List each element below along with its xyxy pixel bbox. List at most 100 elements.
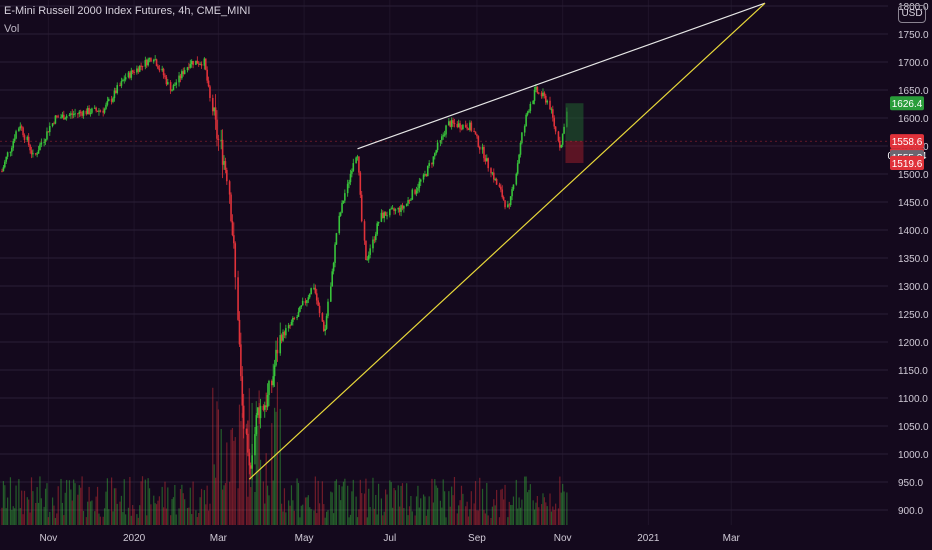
volume-bar [306,497,308,525]
candle-body [330,286,332,302]
candle-body [408,200,411,202]
candle-body [15,131,17,139]
volume-bar [442,479,444,525]
volume-bar [40,498,42,525]
volume-bar [435,485,437,525]
volume-bar [533,509,536,525]
volume-bar [324,517,326,525]
candle-body [93,107,96,109]
candle-body [172,85,175,91]
candle-body [82,110,85,116]
candle-body [550,109,553,111]
candle-body [466,127,468,129]
time-tick-label: 2020 [123,533,146,544]
candle-body [477,136,480,147]
volume-bar [22,514,24,525]
volume-bar [71,500,73,525]
candle-body [98,110,100,112]
volume-bar [365,478,367,525]
candle-body [426,165,429,177]
volume-bar [373,508,375,525]
volume-bar [546,506,548,525]
candle-body [102,110,104,113]
volume-bar [85,517,87,525]
volume-bar [120,495,123,525]
candle-body [322,321,325,332]
candle-body [211,97,214,112]
currency-button[interactable]: USD [898,5,926,23]
candle-body [504,200,506,208]
candle-body [140,65,142,67]
candle-body [147,59,149,66]
price-axis[interactable]: 1800.01750.01700.01650.01600.01550.01500… [898,2,929,517]
price-tick-label: 900.0 [898,506,923,517]
time-axis[interactable]: Nov 2020 Mar May Jul Sep Nov 2021 Mar [39,533,740,544]
volume-bar [436,487,439,525]
volume-bar [29,512,31,525]
volume-bar [469,509,471,525]
volume-bar [453,476,456,525]
volume-bar [223,485,225,525]
candle-body [403,205,405,209]
volume-bar [264,503,266,525]
candle-body [561,133,564,145]
position-box[interactable] [0,103,888,164]
candle-body [516,163,519,174]
candle-body [559,140,561,148]
volume-bar [181,484,183,525]
price-tick-label: 1300.0 [898,282,929,293]
volume-bar [68,480,71,525]
price-tick-label: 1350.0 [898,254,929,265]
volume-bar [268,495,270,525]
candle-body [113,90,116,99]
volume-bar [98,513,100,525]
candle-body [410,199,412,201]
volume-bar [157,500,159,525]
volume-bar [195,510,197,525]
volume-bar [155,504,158,525]
volume-bar [200,488,203,525]
volume-bar [36,487,38,525]
candle-body [158,68,161,71]
volume-bar [247,496,249,525]
candle-body [290,321,293,326]
volume-bar [525,476,527,525]
volume-bar [285,512,287,525]
volume-bar [479,477,481,525]
candle-body [494,178,497,180]
volume-bar [334,481,336,525]
volume-bar [217,409,219,525]
volume-bar [401,483,404,525]
candle-body [490,168,492,174]
volume-bar [460,485,463,525]
candle-body [282,331,284,341]
trendlines[interactable] [248,2,766,480]
candle-body [521,132,523,143]
candle-body [249,465,252,469]
candle-body [441,136,443,141]
candle-body [127,72,130,78]
candle-body [167,82,169,85]
volume-bar [552,506,554,525]
candle-body [259,405,262,419]
candle-body [377,221,380,224]
candle-body [549,100,551,110]
volume-bar [380,498,382,525]
candle-body [526,112,529,115]
candle-body [469,122,471,130]
candle-body [99,110,102,112]
volume-bar [35,502,37,525]
candle-body [1,171,3,173]
volume-bar [14,508,16,525]
candle-body [544,95,547,103]
candle-body [124,77,127,80]
candle-body [464,124,467,128]
candle-body [341,202,343,213]
volume-bar [77,494,79,525]
volume-bar [351,491,353,525]
candle-body [474,131,477,135]
volume-bar [207,510,210,525]
volume-bar [385,489,387,525]
candle-body [152,59,155,62]
